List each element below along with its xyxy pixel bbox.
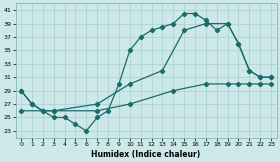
X-axis label: Humidex (Indice chaleur): Humidex (Indice chaleur) [92,150,201,159]
